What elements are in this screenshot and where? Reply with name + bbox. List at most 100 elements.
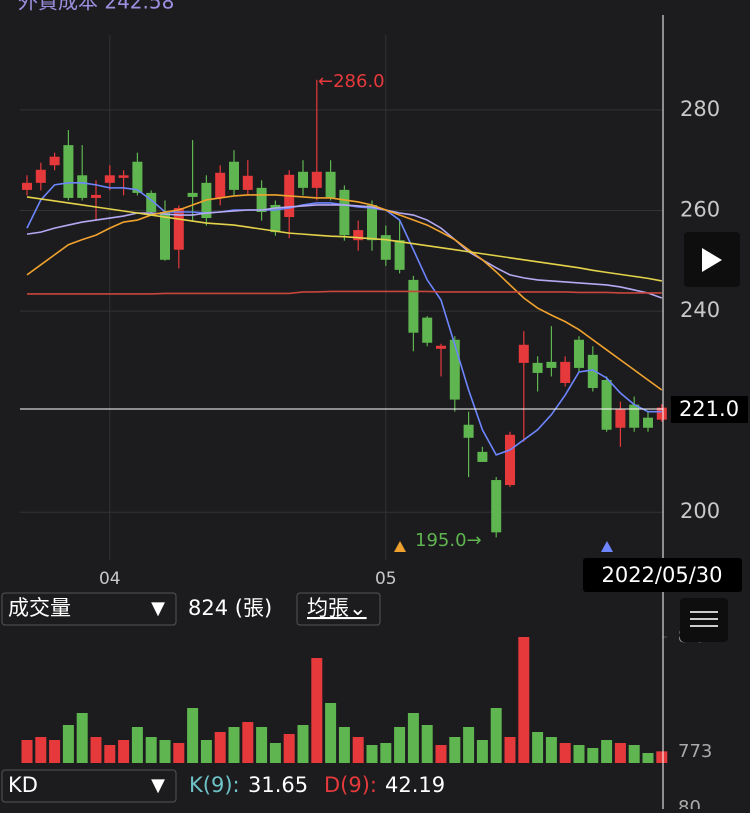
- ma-line: [26, 196, 662, 282]
- volume-bar: [338, 726, 350, 763]
- volume-bar: [242, 722, 254, 763]
- candle-body: [477, 451, 488, 462]
- candle-body: [532, 362, 543, 373]
- volume-bar: [283, 733, 295, 763]
- candle-body: [643, 417, 653, 428]
- volume-select-label: 成交量: [8, 596, 71, 620]
- kd-select-label: KD: [8, 773, 38, 797]
- k-label: K(9):: [189, 773, 240, 797]
- x-tick-label: 04: [99, 569, 121, 589]
- candle-body: [91, 194, 101, 198]
- volume-bar: [352, 737, 364, 763]
- ma-line: [26, 204, 663, 299]
- candle-body: [656, 407, 667, 420]
- volume-bar: [131, 726, 143, 763]
- volume-bar: [90, 737, 102, 763]
- volume-bar: [504, 737, 516, 763]
- high-annotation: ←286.0: [318, 71, 385, 92]
- volume-bar: [49, 740, 61, 763]
- candle-body: [380, 235, 391, 260]
- avg-button[interactable]: [296, 592, 381, 626]
- volume-bar: [642, 753, 654, 763]
- volume-bar: [200, 740, 212, 763]
- candle-body: [132, 161, 143, 193]
- volume-bar: [614, 742, 626, 763]
- play-icon: [702, 248, 722, 272]
- volume-bar: [463, 726, 475, 763]
- candle-body: [77, 175, 88, 198]
- candle-body: [367, 204, 377, 241]
- price-box: [671, 396, 748, 423]
- candle-body: [256, 187, 267, 213]
- y-tick-label: 240: [680, 298, 720, 322]
- volume-bar: [421, 725, 433, 763]
- volume-bar: [435, 745, 447, 763]
- candle-body: [505, 434, 515, 486]
- candle-body: [187, 192, 198, 197]
- avg-button-label: 均張⌄: [307, 596, 367, 620]
- candle-body: [118, 175, 129, 178]
- candle-body: [242, 175, 253, 190]
- kd-axis-label: 80: [678, 797, 701, 809]
- volume-bar: [407, 712, 419, 763]
- candle-body: [325, 171, 336, 198]
- dropdown-arrow: ▼: [151, 775, 165, 796]
- volume-bar: [601, 740, 613, 763]
- volume-bar: [628, 745, 640, 763]
- candle-body: [587, 354, 598, 389]
- candle-body: [436, 345, 446, 349]
- volume-bar: [394, 726, 406, 763]
- candle-body: [311, 171, 322, 188]
- y-tick-label: 773: [678, 741, 712, 762]
- volume-bar: [21, 740, 33, 763]
- d-label: D(9):: [324, 773, 377, 797]
- k-value: 31.65: [248, 773, 308, 797]
- candle-body: [173, 207, 184, 250]
- candle-body: [491, 480, 502, 533]
- candle-body: [160, 212, 170, 260]
- candle-body: [215, 172, 226, 198]
- volume-bar: [35, 737, 47, 763]
- volume-bar: [297, 725, 309, 763]
- candle-body: [546, 361, 557, 368]
- candle-body: [63, 145, 74, 198]
- candle-body: [518, 344, 529, 363]
- volume-bar: [228, 726, 240, 763]
- volume-bar: [656, 751, 668, 763]
- candle-body: [146, 192, 157, 213]
- volume-select[interactable]: [1, 592, 177, 626]
- volume-bar: [214, 731, 226, 763]
- volume-bar: [380, 742, 392, 763]
- marks-layer: [21, 79, 668, 763]
- volume-bar: [269, 742, 281, 763]
- candle-body: [560, 361, 571, 383]
- y-tick-label: 200: [680, 499, 720, 523]
- candle-body: [270, 204, 281, 233]
- volume-bar: [159, 740, 171, 763]
- candle-body: [574, 339, 584, 368]
- volume-bar: [559, 742, 571, 763]
- volume-bar: [366, 745, 378, 763]
- x-tick-label: 05: [375, 569, 397, 589]
- volume-bar: [145, 737, 157, 763]
- low-annotation: 195.0→: [415, 530, 482, 551]
- volume-bar: [573, 745, 585, 763]
- kd-select[interactable]: [1, 769, 177, 803]
- volume-bar: [104, 745, 116, 763]
- d-value: 42.19: [385, 773, 445, 797]
- candle-body: [449, 339, 460, 400]
- candle-body: [49, 156, 60, 166]
- candle-body: [229, 161, 239, 190]
- y-tick-label: 280: [680, 97, 720, 121]
- candle-body: [422, 317, 433, 343]
- volume-value: 824 (張): [188, 596, 272, 620]
- volume-bar: [76, 712, 88, 763]
- volume-bar: [173, 742, 185, 763]
- dropdown-arrow: ▼: [151, 598, 165, 619]
- volume-bar: [545, 737, 557, 763]
- candle-body: [629, 404, 640, 428]
- volume-bar: [532, 731, 544, 763]
- volume-bar: [62, 725, 74, 763]
